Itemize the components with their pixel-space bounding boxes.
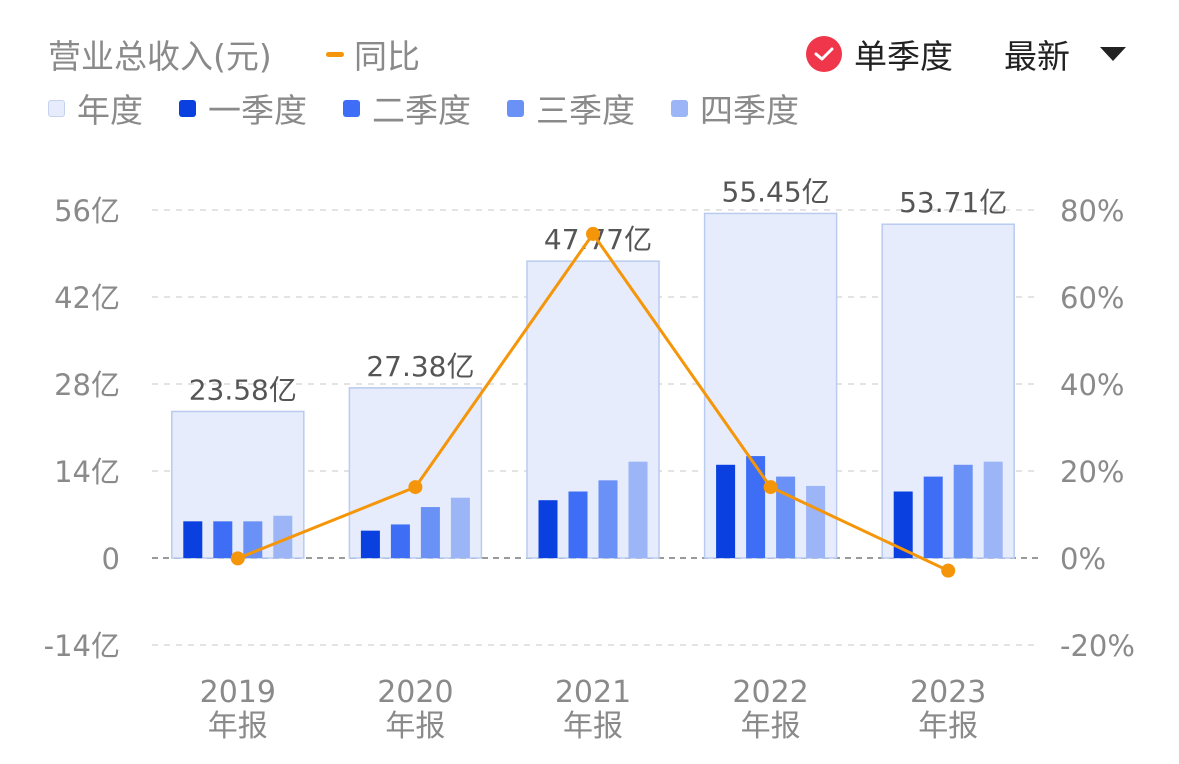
quarter-bar-q3 (243, 521, 263, 558)
legend-swatch-icon (179, 99, 196, 117)
yoy-legend: 同比 (326, 30, 420, 78)
y-left-tick-label: 42亿 (54, 281, 120, 315)
y-left-tick-label: 56亿 (54, 194, 120, 228)
yoy-legend-dash-icon (326, 51, 344, 57)
quarter-bar-q1 (538, 500, 558, 558)
quarter-bar-q4 (273, 515, 293, 558)
legend-item-1[interactable]: 一季度 (179, 84, 307, 132)
caret-down-icon (1100, 47, 1126, 61)
quarter-bar-q1 (183, 521, 203, 558)
quarter-bar-q3 (598, 480, 618, 558)
chart-header: 营业总收入(元) 同比 单季度 最新 年度 一季度 二季度 三季度 四季度 (0, 0, 1179, 140)
y-left-tick-label: 28亿 (54, 368, 120, 402)
annual-value-label: 23.58亿 (189, 373, 297, 406)
annual-value-label: 55.45亿 (722, 175, 830, 208)
quarter-bar-q1 (360, 530, 380, 558)
quarter-bar-q1 (716, 464, 736, 558)
quarter-bar-q2 (746, 456, 766, 558)
x-tick-year-label: 2023 (910, 675, 986, 710)
x-tick-period-label: 年报 (208, 709, 268, 744)
legend-label: 一季度 (208, 91, 307, 130)
quarter-bar-q1 (893, 491, 913, 558)
legend-swatch-icon (507, 99, 524, 117)
x-tick-year-label: 2019 (200, 675, 276, 710)
y-right-tick-label: 20% (1060, 455, 1124, 489)
quarter-bar-q2 (390, 524, 410, 558)
legend-item-4[interactable]: 四季度 (671, 84, 799, 132)
legend-item-0[interactable]: 年度 (48, 84, 143, 132)
yoy-legend-label: 同比 (354, 37, 420, 76)
quarter-bar-q3 (420, 507, 440, 558)
legend-label: 年度 (77, 91, 143, 130)
legend-label: 二季度 (372, 91, 471, 130)
annual-value-label: 27.38亿 (366, 350, 474, 383)
legend-item-2[interactable]: 二季度 (343, 84, 471, 132)
series-legend: 年度 一季度 二季度 三季度 四季度 (48, 84, 835, 132)
quarter-bar-q2 (923, 476, 943, 558)
y-right-tick-label: 40% (1060, 368, 1124, 402)
x-tick-period-label: 年报 (385, 709, 445, 744)
y-right-tick-label: -20% (1060, 629, 1135, 663)
y-left-tick-label: -14亿 (44, 629, 120, 663)
period-dropdown-label: 最新 (1004, 37, 1070, 76)
quarter-bar-q4 (806, 485, 826, 558)
yoy-point (408, 480, 423, 495)
x-tick-year-label: 2020 (377, 675, 453, 710)
legend-swatch-icon (48, 99, 65, 117)
x-tick-period-label: 年报 (918, 709, 978, 744)
x-tick-period-label: 年报 (741, 709, 801, 744)
legend-label: 三季度 (536, 91, 635, 130)
annual-value-label: 53.71亿 (899, 186, 1007, 219)
yoy-point (763, 480, 778, 495)
quarter-bar-q3 (953, 464, 973, 558)
y-left-tick-label: 14亿 (54, 455, 120, 489)
x-tick-year-label: 2022 (732, 675, 808, 710)
yoy-point (230, 551, 245, 566)
quarter-bar-q2 (568, 491, 588, 558)
legend-swatch-icon (671, 99, 688, 117)
x-tick-period-label: 年报 (563, 709, 623, 744)
quarter-bar-q4 (450, 497, 470, 558)
y-left-tick-label: 0 (102, 542, 120, 576)
single-quarter-toggle[interactable]: 单季度 (806, 30, 953, 78)
single-quarter-label: 单季度 (854, 37, 953, 76)
legend-swatch-icon (343, 99, 360, 117)
y-right-tick-label: 0% (1060, 542, 1106, 576)
quarter-bar-q3 (776, 476, 796, 558)
yoy-point (941, 563, 956, 578)
quarter-bar-q2 (213, 521, 233, 558)
legend-item-3[interactable]: 三季度 (507, 84, 635, 132)
quarter-bar-q4 (628, 461, 648, 558)
yoy-point (586, 226, 600, 241)
x-tick-year-label: 2021 (555, 675, 631, 710)
period-dropdown[interactable]: 最新 (1004, 30, 1126, 78)
quarter-bar-q4 (983, 461, 1003, 558)
chart-title: 营业总收入(元) (48, 37, 272, 76)
legend-label: 四季度 (700, 91, 799, 130)
y-right-tick-label: 60% (1060, 281, 1124, 315)
y-right-tick-label: 80% (1060, 194, 1124, 228)
check-icon (806, 36, 842, 72)
